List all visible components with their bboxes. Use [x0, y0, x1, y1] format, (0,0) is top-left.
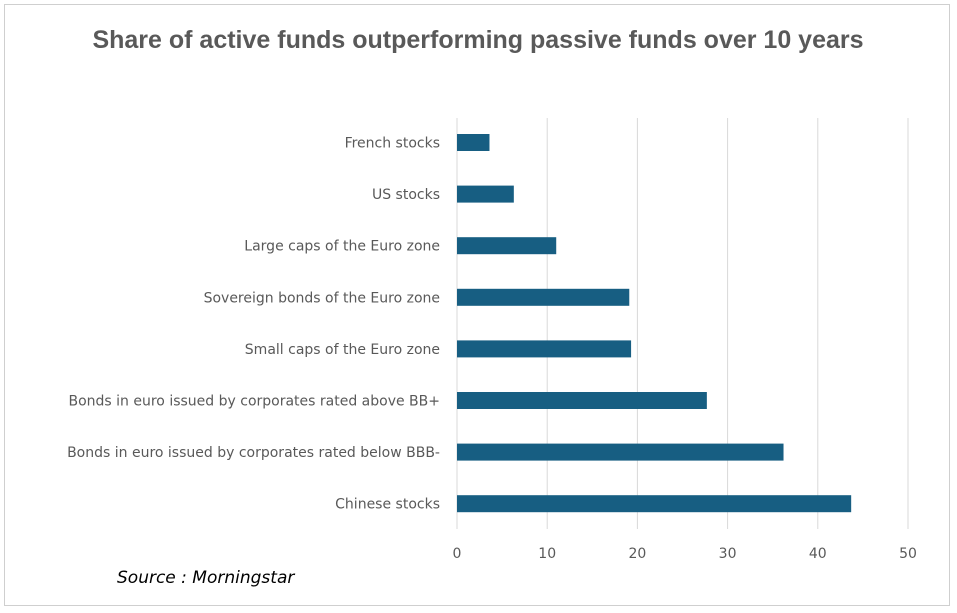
- bar: [457, 134, 490, 151]
- x-tick-label: 40: [809, 546, 827, 562]
- bar: [457, 288, 630, 306]
- category-labels: French stocks US stocks Large caps of the …: [67, 136, 440, 513]
- category-label: Bonds in euro issued by corporates rated…: [68, 394, 440, 410]
- category-label: Sovereign bonds of the Euro zone: [204, 290, 440, 306]
- category-label: Bonds in euro issued by corporates rated…: [67, 445, 440, 461]
- chart-title: Share of active funds outperforming pass…: [92, 26, 864, 54]
- bar: [457, 495, 852, 513]
- category-label: Small caps of the Euro zone: [245, 342, 440, 358]
- category-label: US stocks: [372, 187, 440, 203]
- category-label: French stocks: [345, 136, 440, 152]
- x-tick-label: 10: [538, 546, 556, 562]
- bars: [457, 134, 852, 513]
- bar: [457, 340, 632, 358]
- gridlines: [456, 118, 909, 529]
- x-axis-ticks: 0 10 20 30 40 50: [453, 546, 917, 562]
- bar: [457, 443, 784, 461]
- bar: [457, 237, 557, 255]
- category-label: Chinese stocks: [335, 497, 440, 513]
- x-tick-label: 0: [453, 546, 462, 562]
- x-tick-label: 50: [899, 546, 917, 562]
- x-tick-label: 30: [719, 546, 737, 562]
- source-note: Source : Morningstar: [117, 568, 295, 588]
- bar: [457, 185, 514, 203]
- bar: [457, 392, 707, 409]
- category-label: Large caps of the Euro zone: [244, 239, 440, 255]
- x-tick-label: 20: [628, 546, 646, 562]
